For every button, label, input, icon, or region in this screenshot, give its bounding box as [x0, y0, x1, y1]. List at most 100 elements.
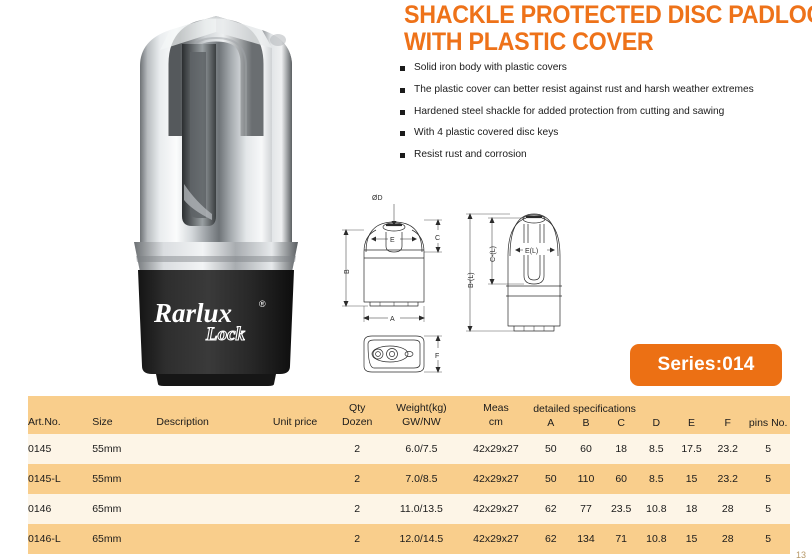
technical-drawings-svg: ØD E C B: [342, 195, 562, 373]
table-body: 0145 55mm 2 6.0/7.5 42x29x27 50 60 18 8.…: [28, 434, 790, 554]
cell-unit-price: [260, 494, 330, 524]
cell-spec-e: 15: [685, 473, 698, 485]
table-row: 0145 55mm 2 6.0/7.5 42x29x27 50 60 18 8.…: [28, 434, 790, 464]
cell-weight: 6.0/7.5: [405, 443, 438, 455]
feature-text: Hardened steel shackle for added protect…: [414, 105, 725, 117]
cell-spec-e: 15: [685, 533, 698, 545]
header-spec-a: detailed specifications A: [533, 403, 636, 429]
cell-meas: 42x29x27: [473, 533, 519, 545]
page-title-line-2: WITH PLASTIC COVER: [404, 28, 654, 56]
table-row: 0145-L 55mm 2 7.0/8.5 42x29x27 50 110 60…: [28, 464, 790, 494]
dim-label-b: B: [344, 269, 351, 274]
cell-spec-b: 60: [580, 443, 592, 455]
cell-spec-c: 23.5: [610, 503, 632, 515]
bullet-square-icon: [400, 66, 405, 71]
dim-label-c: C: [435, 235, 440, 242]
series-badge-label: Series:014: [657, 354, 755, 375]
header-qty-dozen: Qty Dozen: [342, 401, 373, 428]
header-weight: Weight(kg) GW/NW: [396, 401, 447, 428]
drawing-long-shackle-view: E(L) C-(L) B-(L): [466, 213, 562, 332]
cell-meas: 42x29x27: [473, 443, 519, 455]
cell-spec-a: 50: [544, 473, 557, 485]
cell-spec-e: 17.5: [681, 443, 702, 455]
padlock-right-facet: [262, 30, 292, 242]
header-size: Size: [92, 415, 113, 428]
cell-weight: 7.0/8.5: [405, 473, 438, 485]
cell-weight: 12.0/14.5: [399, 533, 444, 545]
cell-art-no: 0146: [28, 503, 52, 515]
drawing-front-view: ØD E C B: [342, 195, 444, 324]
cell-qty: 2: [354, 473, 361, 485]
cell-pins: 5: [765, 443, 772, 455]
padlock-plastic-cover: [138, 270, 294, 374]
cell-spec-b: 77: [580, 503, 592, 515]
header-spec-e: E: [688, 417, 696, 429]
cell-spec-d: 10.8: [646, 533, 667, 545]
dim-label-c-long: C-(L): [490, 246, 497, 262]
cell-pins: 5: [765, 533, 772, 545]
header-unit-price: Unit price: [272, 415, 318, 428]
cell-description: [156, 494, 260, 524]
brand-sub-text: Lock: [205, 324, 246, 345]
padlock-slot-inner: [190, 52, 206, 218]
dim-label-diameter-d: ØD: [372, 195, 383, 202]
drawing-bottom-view: F: [363, 335, 444, 373]
feature-text: Solid iron body with plastic covers: [414, 62, 567, 73]
padlock-top-left-facet: [160, 16, 216, 50]
cell-qty: 2: [354, 503, 361, 515]
cell-unit-price: [260, 524, 330, 554]
dim-label-e: E: [390, 237, 395, 244]
bullet-square-icon: [400, 109, 405, 115]
cell-size: 65mm: [92, 533, 122, 545]
padlock-collar-shadow: [136, 256, 296, 262]
cell-art-no: 0146-L: [28, 533, 61, 545]
bullet-square-icon: [400, 153, 405, 158]
padlock-top-right-facet: [216, 16, 272, 48]
cell-qty: 2: [354, 533, 361, 545]
dim-label-f: F: [435, 353, 439, 360]
cell-pins: 5: [765, 503, 772, 515]
specification-table: Art.No. Size Description Unit price Qty …: [28, 396, 790, 554]
cell-spec-f: 28: [721, 503, 734, 515]
header-spec-b: B: [582, 417, 590, 429]
cell-qty: 2: [354, 443, 361, 455]
cell-spec-a: 62: [544, 533, 557, 545]
feature-item: Resist rust and corrosion: [400, 149, 812, 162]
bullet-square-icon: [400, 131, 405, 137]
feature-item: Solid iron body with plastic covers: [400, 62, 812, 75]
cell-description: [156, 434, 260, 464]
table-row: 0146 65mm 2 11.0/13.5 42x29x27 62 77 23.…: [28, 494, 790, 524]
header-description: Description: [156, 415, 209, 428]
padlock-rivet: [270, 34, 286, 46]
cell-spec-f: 23.2: [717, 473, 738, 485]
header-detailed-specifications: detailed specifications: [533, 403, 636, 415]
cell-unit-price: [260, 464, 330, 494]
table-header: Art.No. Size Description Unit price Qty …: [28, 396, 790, 434]
brand-registered-icon: ®: [259, 299, 266, 309]
cell-weight: 11.0/13.5: [399, 503, 443, 515]
feature-text: With 4 plastic covered disc keys: [414, 127, 559, 139]
series-badge: Series:014: [630, 344, 782, 386]
cell-spec-d: 8.5: [649, 443, 664, 455]
feature-text: The plastic cover can better resist agai…: [414, 83, 754, 95]
feature-item: The plastic cover can better resist agai…: [400, 84, 812, 97]
cell-spec-f: 28: [721, 533, 734, 545]
page-title: SHACKLE PROTECTED DISC PADLOCK WITH PLAS…: [404, 2, 812, 56]
page-number: 13: [795, 550, 806, 560]
cell-meas: 42x29x27: [473, 503, 519, 515]
header-pins-no: pins No.: [748, 417, 788, 429]
cell-spec-c: 71: [615, 533, 627, 545]
feature-item: With 4 plastic covered disc keys: [400, 127, 812, 140]
padlock-photo-svg: Rarlux ® Lock: [134, 16, 298, 386]
cell-size: 65mm: [92, 503, 122, 515]
header-spec-c: C: [617, 417, 625, 429]
cell-spec-a: 50: [544, 443, 557, 455]
padlock-base: [156, 374, 276, 386]
header-meas: Meas cm: [483, 401, 509, 428]
header-art-no: Art.No.: [28, 415, 61, 428]
cell-art-no: 0145-L: [28, 473, 61, 485]
cell-pins: 5: [765, 473, 772, 485]
feature-text: Resist rust and corrosion: [414, 149, 527, 160]
padlock-collar: [134, 242, 298, 272]
bullet-square-icon: [400, 87, 405, 93]
